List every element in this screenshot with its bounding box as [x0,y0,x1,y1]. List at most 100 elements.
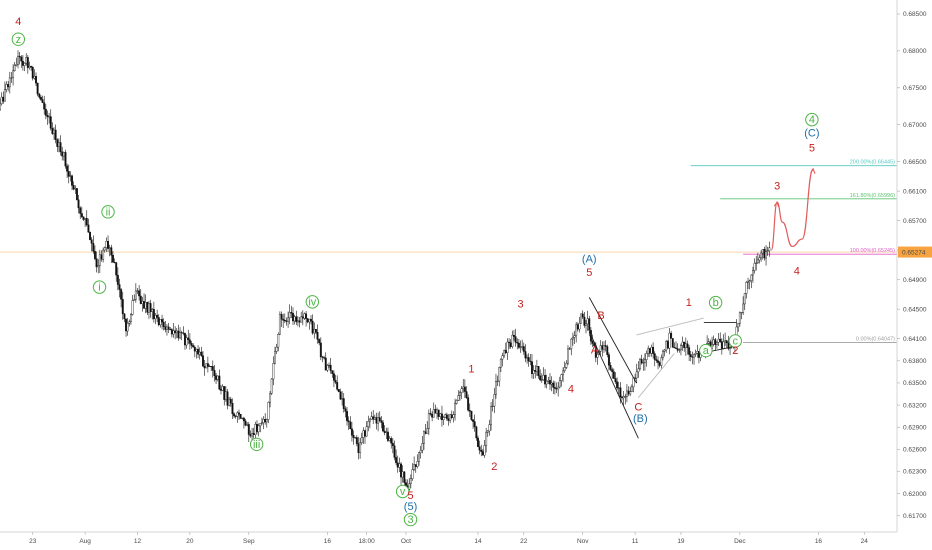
candle [157,314,160,327]
candle [496,375,499,386]
trendline-1[interactable] [588,331,639,439]
current-price-badge: 0.65274 [898,246,932,258]
svg-text:z: z [16,34,22,46]
candle [527,353,530,367]
candle [211,360,214,378]
candle [481,448,484,456]
candle [725,339,728,349]
candle [262,416,265,430]
candle [635,363,638,384]
y-tick-label: 0.67500 [903,85,927,92]
candle [347,416,350,430]
candle [316,324,319,344]
candle [151,307,154,320]
candle [509,339,512,349]
candle [28,61,31,70]
y-tick-label: 0.62300 [903,469,927,476]
candle [486,429,489,437]
candle [368,418,371,429]
candle [203,360,206,376]
candle [292,307,294,325]
candle [2,91,5,104]
candle [722,334,725,350]
candle [583,311,586,328]
candle [115,261,118,282]
wave-label-5: iii [249,437,264,451]
candle [30,65,33,71]
svg-text:5: 5 [407,490,413,502]
trendlines[interactable] [588,297,737,439]
candle [200,346,203,357]
candle [540,373,543,383]
candle [198,347,201,360]
candle [12,64,15,86]
candle [344,405,347,418]
candle [380,416,383,429]
svg-text:1: 1 [468,364,474,376]
candle [215,372,218,384]
candle [373,414,376,420]
candle [218,369,221,391]
candle [175,327,178,339]
candle [336,375,339,391]
wave-label-26: 4 [794,265,800,277]
svg-text:c: c [733,336,739,348]
candle [580,313,583,324]
candle [313,322,316,339]
svg-text:3: 3 [774,181,780,193]
candle [717,333,720,346]
candle [69,171,72,182]
candle [427,409,430,436]
y-tick-label: 0.62000 [903,491,927,498]
candle [56,138,59,152]
candle [95,251,98,273]
candle [591,334,594,348]
svg-text:b: b [713,297,719,309]
candle [673,342,676,349]
candle [93,245,96,261]
candle [274,346,276,365]
candle [102,247,105,263]
candle [604,340,607,352]
candle [252,427,255,439]
candle [498,366,501,387]
candle [265,418,268,428]
candle [337,389,340,393]
candle [488,419,491,436]
candle [242,416,245,429]
candle [720,338,723,355]
candle [565,360,568,370]
candle [67,164,70,184]
candle [499,358,502,373]
candle [388,435,391,442]
candle [752,266,754,283]
y-tick-label: 0.63200 [903,402,927,409]
trendline-0[interactable] [588,297,637,384]
trendline-3[interactable] [638,353,675,398]
candle [419,446,422,459]
candle [226,389,229,410]
candle [167,322,170,333]
candle [648,348,651,357]
x-tick-label: 18:00 [359,538,376,545]
candle [658,360,661,368]
candle [401,465,404,483]
svg-text:(B): (B) [633,413,648,425]
candle [691,351,694,365]
candle [539,369,542,382]
candle [5,81,8,93]
candle [48,112,51,124]
x-tick-label: 12 [134,538,142,545]
candle [280,311,283,327]
candle [684,337,687,356]
candle [372,409,375,425]
candle [205,363,208,369]
candle [121,291,124,320]
y-tick-label: 0.61700 [903,513,927,520]
svg-text:0.65274: 0.65274 [902,249,926,256]
candle [283,313,286,324]
candle [506,338,509,361]
candle [596,350,599,365]
trendline-2[interactable] [636,317,704,336]
